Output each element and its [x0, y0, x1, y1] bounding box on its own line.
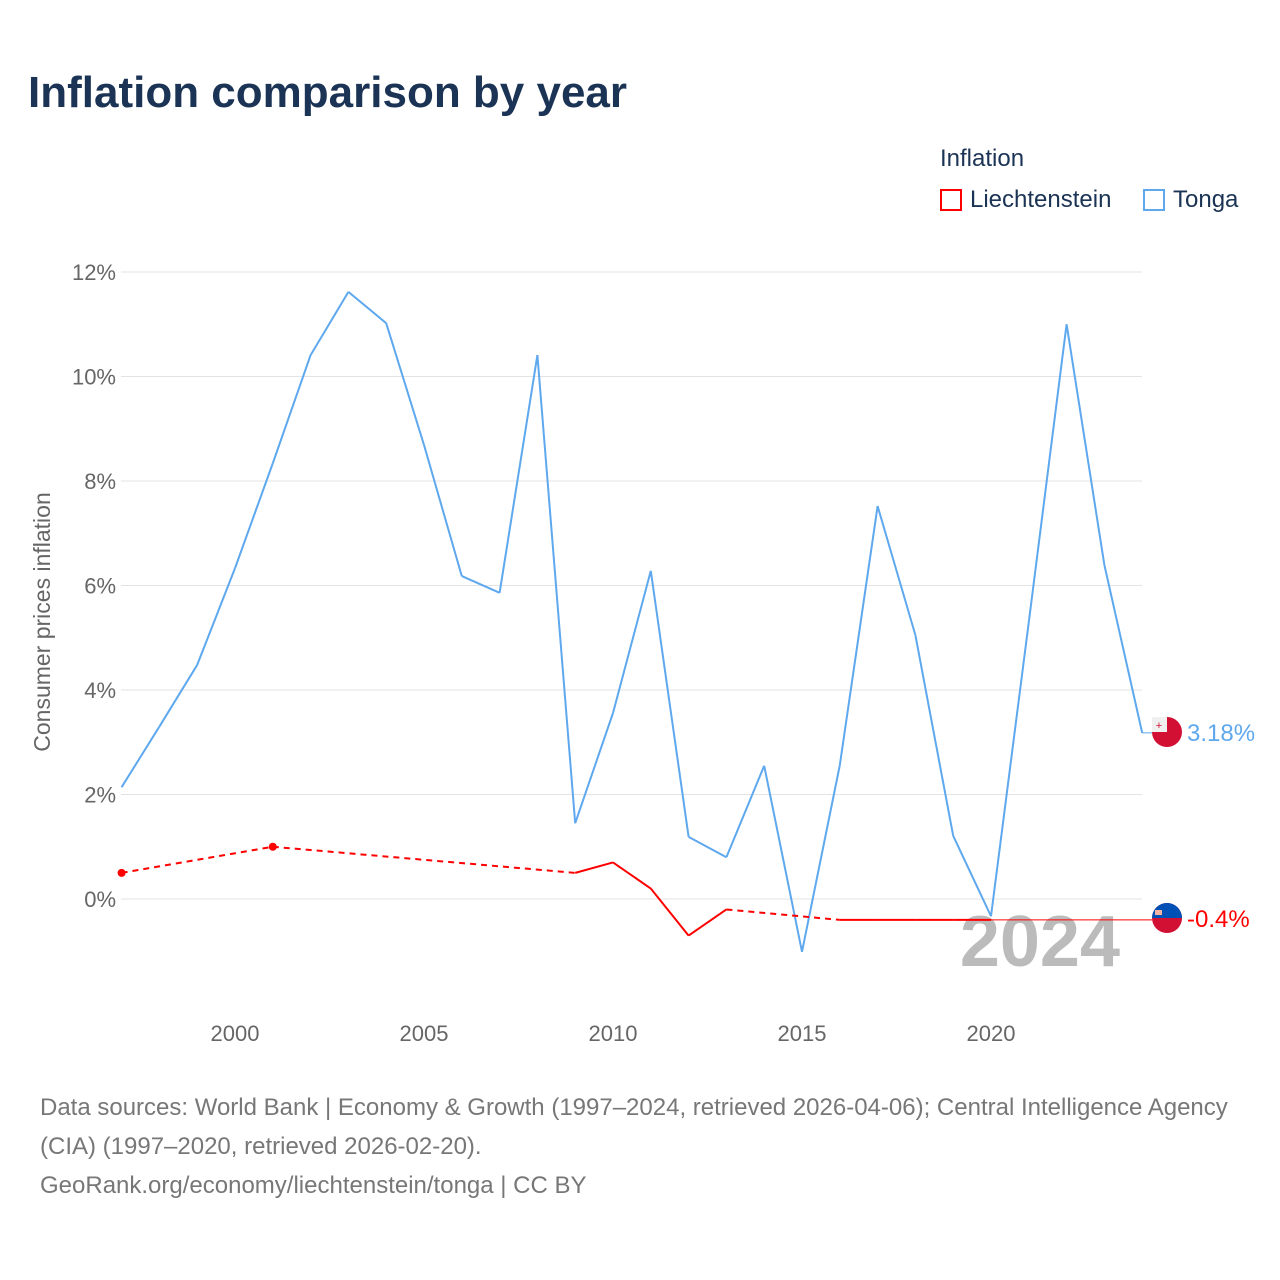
legend-item-liechtenstein[interactable]: Liechtenstein: [940, 186, 1111, 214]
series-segment-tonga: [234, 462, 274, 569]
data-point: [117, 868, 126, 877]
legend-label: Tonga: [1173, 186, 1239, 213]
series-segment-tonga: [574, 712, 614, 824]
series-segment-tonga: [536, 354, 577, 824]
flag-crown: [1155, 910, 1162, 915]
series-segment-tonga: [763, 765, 803, 952]
series-segment-tonga: [158, 664, 199, 728]
flag-canton: [1152, 717, 1167, 732]
y-tick-label: 12%: [72, 260, 116, 285]
series-segment-tonga: [196, 567, 236, 666]
x-tick-label: 2010: [589, 1021, 638, 1046]
series-segment-liechtenstein: [574, 861, 614, 874]
series-segment-tonga: [649, 570, 690, 837]
legend-title: Inflation: [940, 145, 1025, 172]
series-segment-tonga: [1027, 324, 1068, 623]
series-segment-tonga: [385, 322, 425, 446]
series-segment-tonga: [990, 621, 1030, 917]
series-segment-liechtenstein: [612, 861, 652, 890]
series-segment-tonga: [612, 570, 652, 714]
legend-item-tonga[interactable]: Tonga: [1143, 186, 1238, 214]
series-segment-tonga: [498, 354, 539, 593]
series-segment-liechtenstein: [272, 845, 576, 874]
series-segment-liechtenstein: [121, 845, 273, 874]
end-value-label: -0.4%: [1187, 906, 1250, 933]
end-value-label: 3.18%: [1187, 720, 1255, 747]
series-segment-tonga: [801, 765, 841, 952]
y-tick-label: 0%: [84, 887, 116, 912]
series-segment-tonga: [952, 835, 992, 917]
flag-cross: +: [1156, 720, 1162, 732]
series-segment-tonga: [1065, 324, 1106, 566]
series-segment-tonga: [423, 444, 463, 577]
y-tick-label: 2%: [84, 783, 116, 808]
legend-swatch: [940, 189, 962, 211]
x-tick-label: 2000: [211, 1021, 260, 1046]
y-axis-label: Consumer prices inflation: [29, 492, 55, 752]
series-segment-tonga: [1103, 564, 1144, 734]
series-segment-tonga: [725, 765, 766, 858]
series-segment-tonga: [838, 505, 879, 766]
series-segment-tonga: [914, 634, 955, 836]
x-tick-label: 2015: [778, 1021, 827, 1046]
series-segment-tonga: [347, 291, 387, 324]
series-segment-liechtenstein: [726, 908, 840, 921]
x-tick-label: 2020: [967, 1021, 1016, 1046]
series-segment-tonga: [461, 575, 501, 594]
data-sources: Data sources: World Bank | Economy & Gro…: [40, 1088, 1260, 1205]
series-segment-tonga: [309, 291, 350, 356]
legend-label: Liechtenstein: [970, 186, 1112, 213]
series-segment-tonga: [688, 835, 727, 859]
y-tick-label: 10%: [72, 365, 116, 390]
y-tick-label: 6%: [84, 574, 116, 599]
x-tick-label: 2005: [400, 1021, 449, 1046]
source-link[interactable]: GeoRank.org/economy/liechtenstein/tonga …: [40, 1172, 587, 1199]
series-segment-tonga: [876, 505, 917, 636]
series-segment-liechtenstein: [688, 908, 727, 937]
chart-title: Inflation comparison by year: [28, 68, 628, 117]
series-segment-tonga: [271, 354, 312, 464]
y-tick-label: 8%: [84, 469, 116, 494]
legend-swatch: [1143, 189, 1165, 211]
sources-text: Data sources: World Bank | Economy & Gro…: [40, 1094, 1228, 1160]
series-segment-liechtenstein: [650, 887, 690, 937]
data-point: [268, 842, 277, 851]
y-tick-label: 4%: [84, 678, 116, 703]
series-segment-tonga: [120, 726, 161, 788]
year-watermark: 2024: [960, 902, 1120, 982]
